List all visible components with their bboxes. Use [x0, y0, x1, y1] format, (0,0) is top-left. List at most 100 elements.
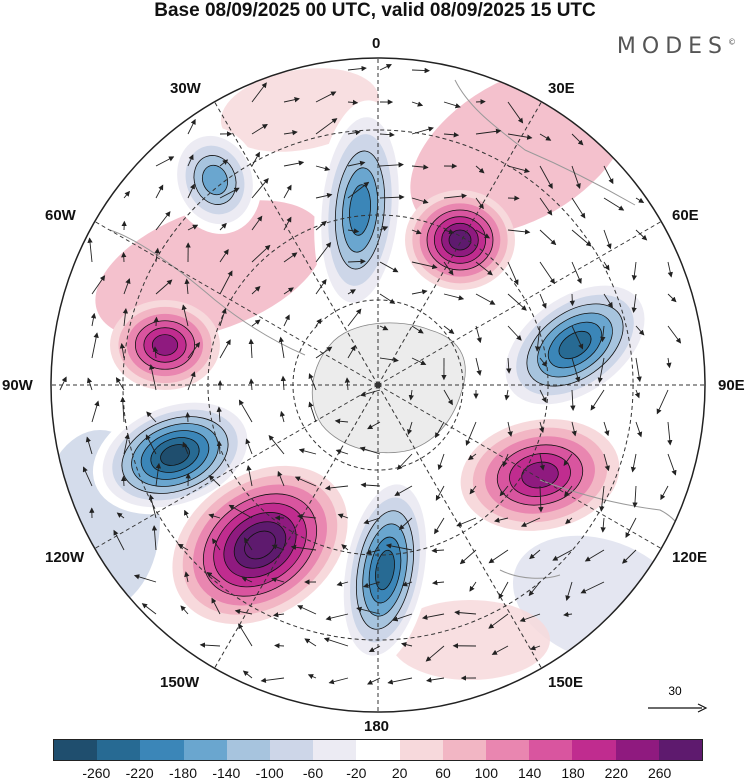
wind-vector-arrow: [603, 293, 613, 308]
wind-vector-arrow: [155, 211, 171, 231]
wind-vector-arrow: [219, 308, 227, 327]
copyright-mark: ©: [728, 37, 736, 47]
wind-vector-arrow: [426, 677, 445, 683]
wind-vector-arrow: [251, 244, 271, 263]
wind-vector-arrow: [271, 577, 285, 583]
wind-vector-arrow: [421, 613, 445, 620]
antarctica-landmass: [311, 322, 466, 454]
wind-vector-arrow: [411, 164, 429, 170]
wind-vector-arrow: [534, 325, 541, 352]
wind-vector-arrow: [123, 190, 131, 199]
south-pole-marker: [375, 382, 381, 388]
wind-vector-arrow: [600, 325, 606, 343]
wind-vector-arrow: [667, 453, 677, 476]
wind-vector-arrow: [494, 517, 509, 523]
wind-vector-arrow: [216, 440, 223, 455]
wind-vector-arrow: [297, 513, 317, 520]
wind-vector-arrow: [401, 581, 413, 587]
wind-vector-arrow: [571, 261, 582, 284]
wind-vector-arrow: [603, 453, 610, 472]
wind-vector-arrow: [347, 129, 361, 136]
colorbar-tick-label: -100: [255, 765, 284, 781]
wind-vector-arrow: [315, 346, 333, 359]
wind-vector-arrow: [469, 485, 477, 495]
colorbar-swatch: [658, 740, 703, 760]
anomaly-contour-ridge-120E: [521, 461, 559, 489]
modes-logo: MODES©: [616, 34, 736, 59]
wind-vector-arrow: [603, 197, 625, 211]
wind-vector-arrow: [434, 517, 445, 535]
wind-vector-arrow: [187, 341, 201, 359]
wind-vector-arrow: [667, 293, 677, 303]
wind-vector-arrow: [571, 325, 584, 350]
wind-vector-arrow: [507, 133, 533, 140]
wind-vector-arrow: [187, 154, 194, 167]
wind-vector-arrow: [379, 261, 399, 273]
colorbar-tick-label: -220: [125, 765, 154, 781]
wind-vector-arrow: [431, 547, 445, 554]
wind-vector-arrow: [635, 357, 642, 383]
wind-vector-arrow: [85, 436, 93, 455]
wind-vector-arrow: [145, 434, 157, 455]
wind-vector-arrow: [603, 165, 614, 185]
wind-vector-arrow: [580, 581, 605, 594]
wind-vector-arrow: [431, 579, 445, 586]
wind-vector-arrow: [251, 286, 261, 295]
wind-vector-arrow: [631, 293, 637, 313]
colorbar-swatch: [356, 740, 400, 760]
wind-vector-arrow: [238, 623, 253, 647]
wind-vector-arrow: [507, 421, 513, 437]
wind-vector-arrow: [90, 312, 97, 327]
meridian-line: [377, 101, 542, 386]
anomaly-contour-ridge-130W-150W: [244, 530, 276, 560]
wind-vector-arrow: [394, 485, 413, 496]
wind-vector-arrow: [219, 187, 240, 199]
wind-vector-arrow: [347, 258, 366, 265]
wind-vector-arrow: [507, 165, 530, 174]
wind-vector-arrow: [519, 613, 541, 623]
wind-vector-arrow: [59, 376, 67, 391]
wind-vector-arrow: [392, 613, 413, 622]
wind-vector-arrow: [297, 605, 317, 615]
meridian-line: [377, 221, 662, 386]
wind-vector-arrow: [411, 126, 434, 135]
wind-vector-arrow: [315, 318, 322, 327]
wind-vector-arrow: [148, 494, 157, 519]
wind-vector-arrow: [122, 308, 129, 327]
wind-vector-arrow: [584, 549, 605, 562]
wind-vector-arrow: [251, 177, 269, 199]
wind-vector-arrow: [304, 638, 317, 647]
wind-vector-arrow: [251, 151, 260, 167]
wind-vector-arrow: [328, 677, 349, 685]
colorbar-swatch: [97, 740, 141, 760]
lon-label-30w: 30W: [170, 80, 201, 97]
wind-vector-arrow: [475, 165, 485, 174]
wind-vector-arrow: [435, 485, 445, 501]
wind-vector-arrow: [242, 670, 253, 679]
wind-vector-arrow: [529, 549, 541, 560]
wind-vector-arrow: [635, 325, 645, 336]
wind-vector-arrow: [506, 357, 512, 374]
wind-vector-arrow: [315, 278, 327, 295]
wind-vector-arrow: [499, 485, 509, 497]
wind-vector-arrow: [597, 357, 605, 384]
wind-vector-arrow: [563, 453, 573, 467]
wind-vector-arrow: [248, 378, 255, 391]
wind-vector-arrow: [271, 544, 285, 551]
colorbar-tick-label: -260: [82, 765, 111, 781]
wind-vector-arrow: [155, 156, 175, 167]
wind-vector-arrow: [315, 220, 327, 231]
wind-vector-arrow: [228, 504, 253, 519]
wind-vector-arrow: [539, 133, 552, 141]
anomaly-contour-trough-40W: [201, 164, 229, 196]
wind-vector-arrow: [469, 581, 477, 592]
colorbar-swatch: [529, 740, 573, 760]
wind-vector-arrow: [123, 278, 131, 295]
lon-label-180: 180: [364, 718, 390, 735]
wind-vector-arrow: [347, 308, 362, 327]
wind-vector-arrow: [278, 336, 285, 359]
lon-label-150w: 150W: [160, 674, 200, 691]
wind-vector-arrow: [379, 64, 392, 71]
wind-vector-arrow: [133, 574, 157, 583]
